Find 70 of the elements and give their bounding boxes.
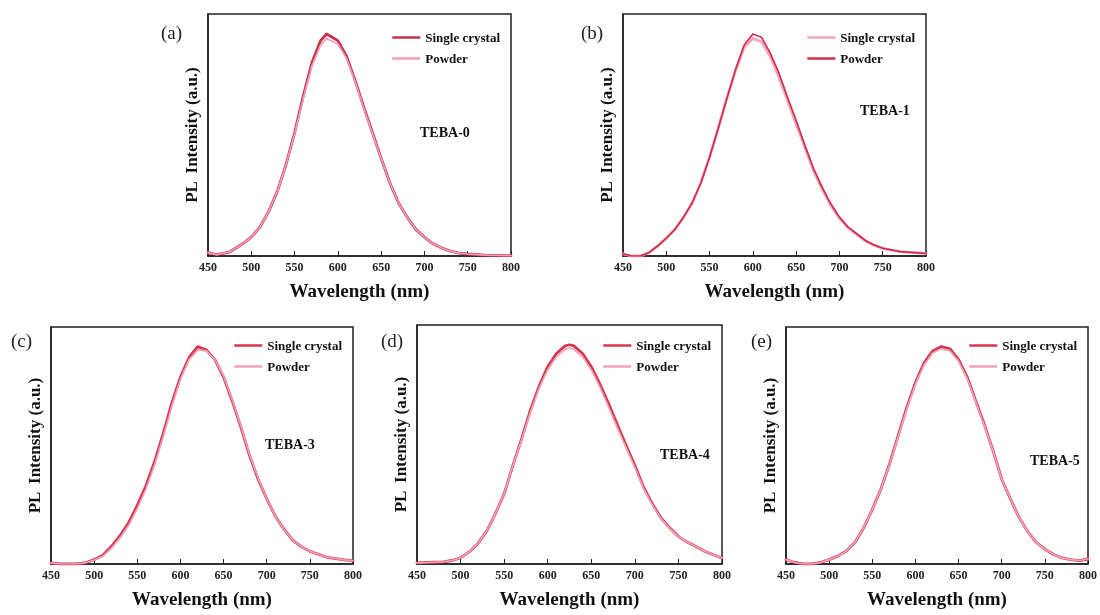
chart-title: (d)	[381, 330, 404, 352]
x-tick-label: 750	[1035, 568, 1054, 582]
x-tick-label: 600	[538, 568, 557, 582]
x-tick-label: 750	[458, 260, 477, 274]
x-axis-title: Wavelength (nm)	[289, 280, 430, 302]
x-tick-label: 450	[42, 568, 60, 582]
legend-label: Single crystal	[267, 338, 343, 353]
legend-label: Powder	[1002, 359, 1046, 374]
x-tick-label: 800	[344, 568, 362, 582]
y-axis-title: PL Intensity (a.u.)	[182, 67, 201, 203]
x-tick-label: 650	[787, 260, 806, 274]
legend-label: Powder	[425, 51, 469, 66]
x-tick-label: 650	[582, 568, 601, 582]
x-tick-label: 550	[863, 568, 882, 582]
annotation: TEBA-4	[659, 446, 710, 462]
x-axis-title: Wavelength (nm)	[132, 588, 272, 610]
x-tick-label: 800	[917, 260, 935, 274]
x-tick-label: 800	[713, 568, 731, 582]
annotation: TEBA-1	[859, 102, 910, 118]
legend-label: Single crystal	[425, 30, 501, 45]
x-tick-label: 450	[408, 568, 426, 582]
x-tick-label: 750	[669, 568, 688, 582]
x-axis-title: Wavelength (nm)	[499, 588, 640, 610]
x-tick-label: 550	[128, 568, 147, 582]
y-axis-title: PL Intensity (a.u.)	[25, 377, 44, 514]
x-tick-label: 700	[830, 260, 849, 274]
x-tick-label: 500	[820, 568, 839, 582]
x-tick-label: 500	[85, 568, 104, 582]
chart-title: (e)	[751, 330, 773, 352]
x-tick-label: 550	[285, 260, 304, 274]
legend-label: Single crystal	[840, 30, 916, 45]
x-tick-label: 700	[257, 568, 276, 582]
y-axis-title: PL Intensity (a.u.)	[760, 377, 779, 514]
chart-title: (b)	[581, 22, 604, 44]
x-tick-label: 750	[300, 568, 319, 582]
x-tick-label: 650	[214, 568, 233, 582]
x-tick-label: 650	[949, 568, 968, 582]
legend-label: Powder	[267, 359, 311, 374]
x-tick-label: 600	[906, 568, 925, 582]
x-tick-label: 450	[777, 568, 795, 582]
x-tick-label: 800	[502, 260, 520, 274]
legend-label: Powder	[840, 51, 884, 66]
x-tick-label: 700	[625, 568, 644, 582]
x-tick-label: 550	[495, 568, 514, 582]
y-axis-title: PL Intensity (a.u.)	[597, 67, 616, 203]
legend-label: Single crystal	[1002, 338, 1078, 353]
y-axis-title: PL Intensity (a.u.)	[391, 376, 410, 513]
x-tick-label: 600	[743, 260, 762, 274]
annotation: TEBA-5	[1029, 452, 1080, 468]
x-tick-label: 600	[328, 260, 347, 274]
x-tick-label: 600	[171, 568, 190, 582]
x-tick-label: 450	[614, 260, 632, 274]
x-tick-label: 500	[451, 568, 470, 582]
x-axis-title: Wavelength (nm)	[867, 588, 1007, 610]
x-axis-title: Wavelength (nm)	[704, 280, 845, 302]
x-tick-label: 500	[657, 260, 676, 274]
x-tick-label: 750	[873, 260, 892, 274]
x-tick-label: 500	[242, 260, 261, 274]
x-tick-label: 450	[199, 260, 217, 274]
annotation: TEBA-3	[264, 436, 315, 452]
annotation: TEBA-0	[419, 124, 470, 140]
legend-label: Powder	[636, 359, 680, 374]
x-tick-label: 700	[992, 568, 1011, 582]
chart-title: (a)	[161, 22, 183, 44]
legend-label: Single crystal	[636, 338, 712, 353]
x-tick-label: 650	[372, 260, 391, 274]
x-tick-label: 800	[1079, 568, 1097, 582]
x-tick-label: 700	[415, 260, 434, 274]
x-tick-label: 550	[700, 260, 719, 274]
chart-title: (c)	[11, 330, 33, 352]
